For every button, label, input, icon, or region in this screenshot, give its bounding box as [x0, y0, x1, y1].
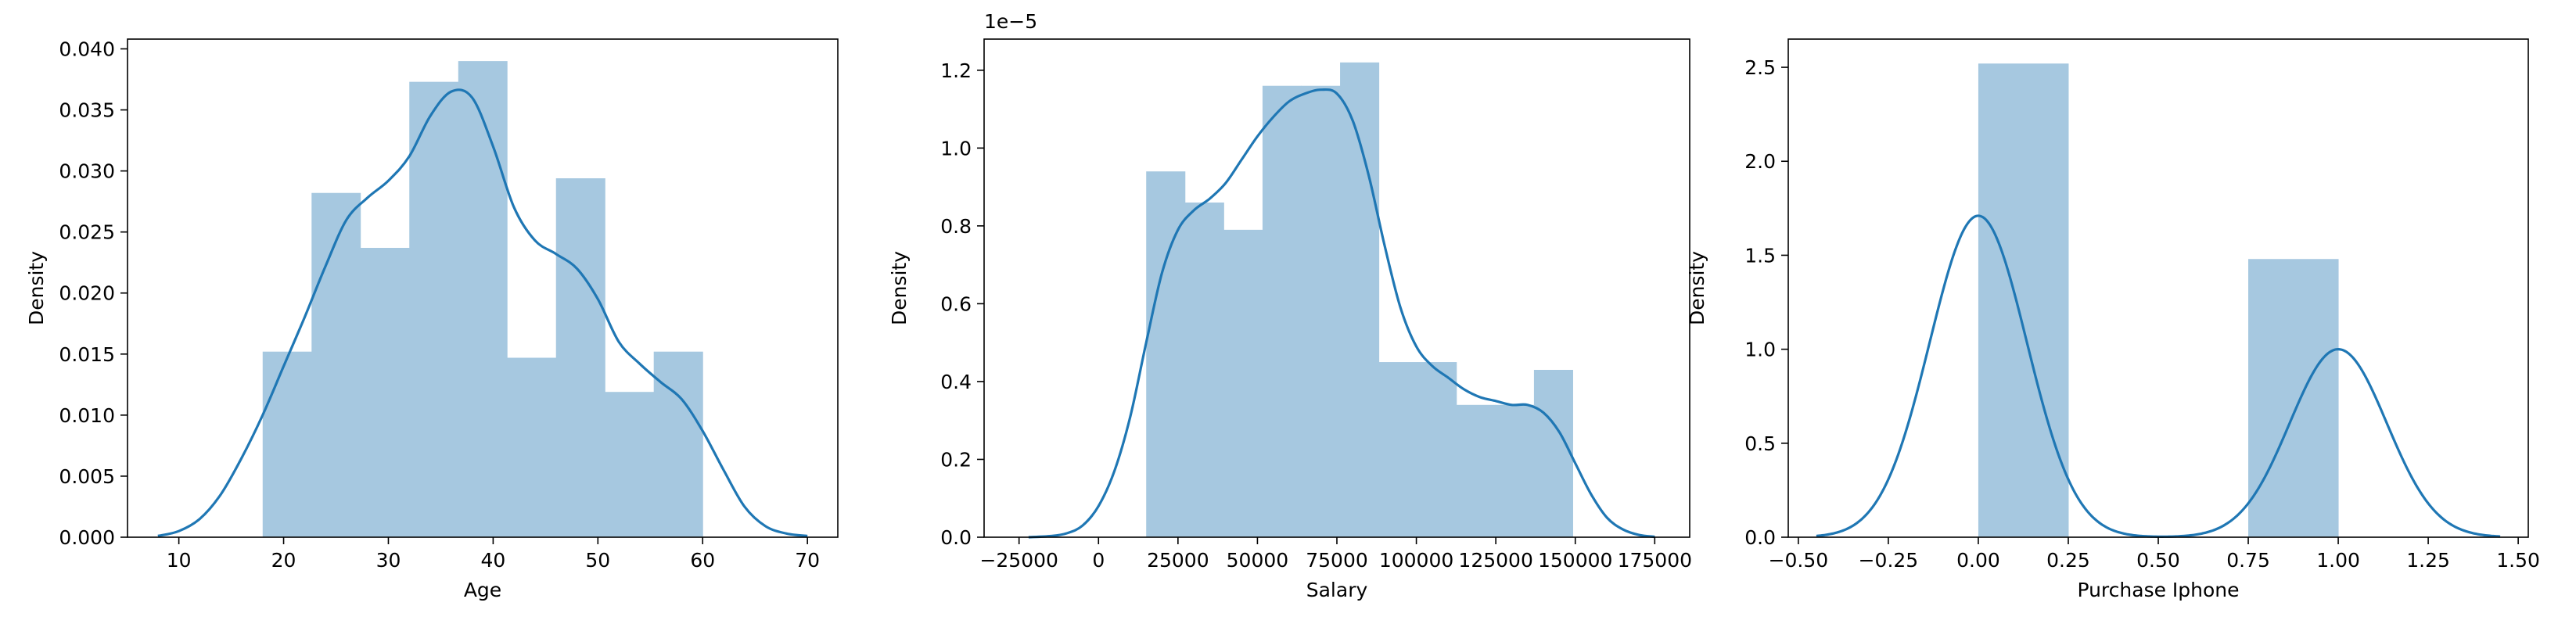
- x-axis-label: Salary: [1306, 579, 1368, 601]
- y-tick-label: 1.0: [940, 137, 972, 160]
- y-tick-label: 0.020: [59, 282, 115, 305]
- x-tick-label: 70: [795, 549, 820, 572]
- chart-3: −0.50 −0.25 0.00 0.25 0.50 0.75 1.00 1.25 1.50 0.…: [1686, 38, 2540, 601]
- y-tick-label: 0.4: [940, 371, 972, 393]
- axes-frame: [127, 38, 839, 538]
- histogram-bar: [360, 247, 410, 537]
- x-tick-label: 0.75: [2226, 549, 2270, 572]
- x-axis-label: Purchase Iphone: [2077, 579, 2239, 601]
- y-tick-label: 0.6: [940, 292, 972, 315]
- histogram-bar: [1378, 362, 1418, 537]
- x-tick-label: 10: [167, 549, 192, 572]
- y-tick-label: 0.010: [59, 404, 115, 427]
- y-tick-label: 0.0: [1744, 526, 1776, 549]
- x-tick-label: 1.00: [2316, 549, 2360, 572]
- y-tick-label: 0.0: [940, 526, 972, 549]
- x-tick-label: 0.00: [1956, 549, 2000, 572]
- y-axis-label: Density: [25, 251, 48, 325]
- x-tick-label: 50000: [1227, 549, 1289, 572]
- y-tick-label: 0.2: [940, 448, 972, 471]
- y-tick-label: 0.5: [1744, 432, 1776, 455]
- x-tick-label: 0.25: [2046, 549, 2090, 572]
- x-tick-label: 150000: [1538, 549, 1612, 572]
- histogram-bar: [605, 392, 655, 537]
- histogram-bar: [1184, 203, 1224, 537]
- kde-line: [1816, 214, 2501, 538]
- x-tick-label: 25000: [1147, 549, 1209, 572]
- x-tick-label: 0.50: [2136, 549, 2180, 572]
- histogram-bar: [262, 351, 312, 537]
- y-tick-label: 2.5: [1744, 56, 1776, 79]
- histogram-bar: [458, 61, 508, 537]
- histogram-bar: [507, 357, 557, 537]
- histogram-bar: [1146, 171, 1186, 537]
- x-tick-label: 60: [690, 549, 715, 572]
- x-tick-label: 0: [1092, 549, 1105, 572]
- y-tick-label: 2.0: [1744, 150, 1776, 173]
- axis-offset-text: 1e−5: [984, 10, 1037, 33]
- kde-line: [1028, 88, 1655, 539]
- y-tick-label: 0.015: [59, 343, 115, 366]
- y-tick-label: 1.5: [1744, 244, 1776, 267]
- y-tick-label: 0.025: [59, 221, 115, 244]
- histogram-bar: [409, 81, 459, 538]
- y-tick-label: 0.030: [59, 160, 115, 183]
- x-tick-label: 175000: [1618, 549, 1692, 572]
- chart-2: −25000 0 25000 50000 75000 100000 125000 150000…: [888, 10, 1692, 601]
- x-tick-label: 1.50: [2496, 549, 2540, 572]
- x-tick-label: −25000: [979, 549, 1058, 572]
- x-tick-label: 40: [480, 549, 505, 572]
- y-tick-label: 0.005: [59, 465, 115, 488]
- y-axis-label: Density: [1686, 251, 1708, 325]
- y-tick-label: 1.2: [940, 59, 972, 82]
- x-tick-label: 75000: [1306, 549, 1368, 572]
- x-tick-label: 20: [271, 549, 296, 572]
- x-tick-label: 50: [585, 549, 610, 572]
- x-axis-label: Age: [464, 579, 501, 601]
- x-tick-label: 1.25: [2406, 549, 2450, 572]
- histogram-bar: [653, 351, 703, 537]
- x-tick-label: −0.50: [1769, 549, 1829, 572]
- y-tick-label: 0.035: [59, 99, 115, 122]
- histogram-bar: [1495, 404, 1535, 537]
- x-tick-label: 125000: [1458, 549, 1532, 572]
- histogram-bar: [1301, 85, 1341, 537]
- histogram-bar: [1456, 404, 1496, 537]
- histogram-bar: [1262, 85, 1302, 537]
- histogram-bar: [1340, 62, 1380, 537]
- histogram-bar: [311, 192, 361, 537]
- y-tick-label: 0.000: [59, 526, 115, 549]
- kde-line: [157, 88, 808, 538]
- histogram-bar: [1978, 63, 2069, 538]
- histogram-bar: [555, 178, 605, 537]
- histogram-bar: [2248, 259, 2339, 537]
- y-tick-label: 1.0: [1744, 339, 1776, 361]
- y-tick-label: 0.040: [59, 38, 115, 60]
- x-tick-label: 30: [376, 549, 401, 572]
- histogram-bar: [1223, 229, 1263, 537]
- x-tick-label: −0.25: [1859, 549, 1919, 572]
- x-tick-label: 100000: [1379, 549, 1453, 572]
- y-tick-label: 0.8: [940, 215, 972, 238]
- y-axis-label: Density: [888, 251, 911, 325]
- axes-frame: [1787, 38, 2529, 538]
- histogram-bar: [1417, 362, 1457, 537]
- chart-1: 10 20 30 40 50 60 70 0.000 0.005 0.010 0.015 0.020 0…: [25, 38, 839, 601]
- histogram-bar: [1533, 370, 1573, 537]
